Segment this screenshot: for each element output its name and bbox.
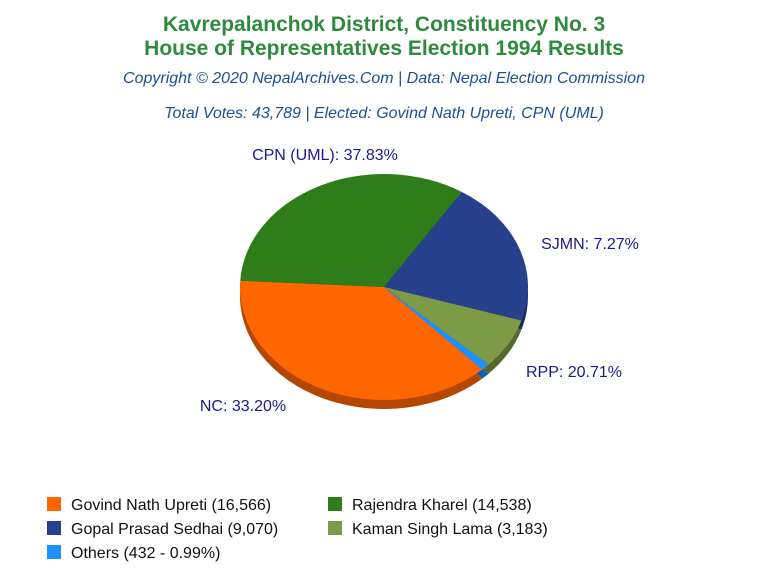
legend-item-rajendra-kharel: Rajendra Kharel (14,538) [328,496,532,516]
legend-swatch [47,545,61,559]
pie-slice-2 [384,191,528,321]
pie-label-2: RPP: 20.71% [526,364,622,381]
legend-label: Govind Nath Upreti (16,566) [71,497,272,514]
legend-label: Gopal Prasad Sedhai (9,070) [71,521,279,538]
legend-label: Others (432 - 0.99%) [71,545,221,562]
legend-item-gopal-prasad-sedhai: Gopal Prasad Sedhai (9,070) [47,520,278,540]
pie-slice-1 [240,174,462,287]
summary-line: Total Votes: 43,789 | Elected: Govind Na… [164,105,604,122]
legend-item-govind-nath-upreti: Govind Nath Upreti (16,566) [47,496,271,516]
pie-chart: CPN (UML): 37.83% NC: 33.20% RPP: 20.71% SJ… [200,147,639,415]
pie-label-1: NC: 33.20% [200,398,286,415]
pie-labels: CPN (UML): 37.83% NC: 33.20% RPP: 20.71% SJ… [200,147,639,415]
chart-title-line-2: House of Representatives Election 1994 R… [144,37,624,60]
copyright-line: Copyright © 2020 NepalArchives.Com | Dat… [123,70,645,87]
pie-label-0: CPN (UML): 37.83% [252,147,398,164]
legend-item-kaman-singh-lama: Kaman Singh Lama (3,183) [328,520,548,540]
legend-swatch [328,521,342,535]
pie-slice-4 [384,287,489,370]
pie-top [240,174,528,400]
chart-title-line-1: Kavrepalanchok District, Constituency No… [162,13,606,36]
legend-label: Kaman Singh Lama (3,183) [352,521,548,538]
pie-slice-0 [240,280,483,400]
legend-swatch [328,497,342,511]
legend-swatch [47,497,61,511]
legend-swatch [47,521,61,535]
legend-label: Rajendra Kharel (14,538) [352,497,532,514]
pie-slice-3 [384,287,522,365]
pie-label-3: SJMN: 7.27% [541,236,639,253]
legend-item-others: Others (432 - 0.99%) [47,544,220,564]
